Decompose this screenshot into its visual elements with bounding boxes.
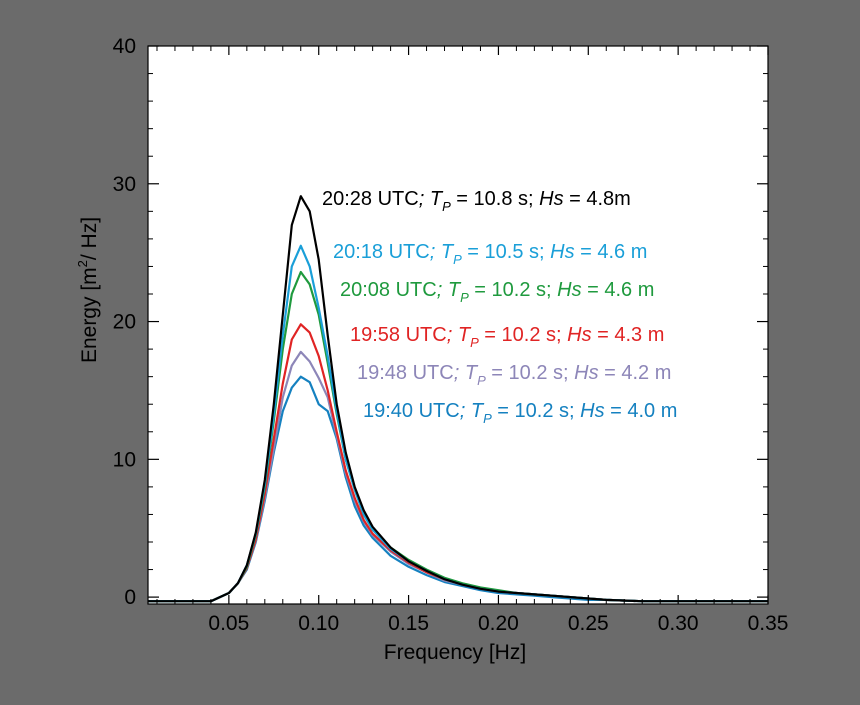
- annotation-tp_sym: T: [448, 279, 462, 301]
- x-tick-label: 0.05: [208, 612, 249, 635]
- annotation-hs_sym: Hs: [550, 241, 574, 263]
- annotation-separator: ;: [419, 188, 430, 210]
- y-tick-label: 0: [124, 586, 136, 609]
- annotation-hs_text: = 4.0 m: [605, 400, 678, 422]
- series-annotation-2: 20:08 UTC; TP = 10.2 s; Hs = 4.6 m: [340, 279, 654, 305]
- annotation-tp_sym: T: [441, 241, 455, 263]
- annotation-separator: ;: [460, 400, 471, 422]
- x-tick-label: 0.30: [658, 612, 699, 635]
- annotation-tp_text: = 10.2 s;: [469, 279, 557, 301]
- annotation-time: 20:18 UTC: [333, 241, 430, 263]
- series-annotation-4: 19:48 UTC; TP = 10.2 s; Hs = 4.2 m: [357, 362, 671, 388]
- x-axis-title: Frequency [Hz]: [384, 641, 526, 664]
- y-axis-title-unit: / Hz]: [78, 217, 101, 260]
- plot-area: [148, 46, 768, 604]
- annotation-tp_sym: T: [430, 188, 444, 210]
- annotation-separator: ;: [430, 241, 441, 263]
- x-tick-label: 0.35: [748, 612, 789, 635]
- series-line-0: [148, 195, 768, 603]
- annotation-tp_text: = 10.2 s;: [486, 362, 574, 384]
- x-tick-label: 0.10: [298, 612, 339, 635]
- series-annotation-0: 20:28 UTC; TP = 10.8 s; Hs = 4.8m: [322, 188, 631, 214]
- x-tick-label: 0.20: [478, 612, 519, 635]
- y-tick-label: 30: [113, 173, 136, 196]
- annotation-tp_text: = 10.5 s;: [462, 241, 550, 263]
- y-axis-title: Energy [m2/ Hz]: [75, 217, 101, 363]
- annotation-hs_sym: Hs: [574, 362, 598, 384]
- annotation-tp_text: = 10.8 s;: [451, 188, 539, 210]
- annotation-tp_sym: T: [458, 324, 472, 346]
- annotation-tp_sub: P: [442, 199, 451, 214]
- axes-layer: 0.05 0.10 0.15 0.20 0.25 0.30 0.35 0 10 20 30 40: [113, 35, 789, 635]
- x-tick-label: 0.15: [388, 612, 429, 635]
- annotation-tp_sub: P: [470, 335, 479, 350]
- annotation-time: 20:28 UTC: [322, 188, 419, 210]
- annotation-hs_sym: Hs: [539, 188, 563, 210]
- series-layer: [148, 195, 768, 603]
- annotation-tp_sym: T: [465, 362, 479, 384]
- annotation-tp_sub: P: [453, 252, 462, 267]
- annotation-hs_text: = 4.6 m: [575, 241, 648, 263]
- y-axis-title-sup: 2: [75, 260, 90, 267]
- annotation-time: 19:48 UTC: [357, 362, 454, 384]
- annotation-hs_sym: Hs: [557, 279, 581, 301]
- annotation-hs_text: = 4.2 m: [599, 362, 672, 384]
- series-annotation-3: 19:58 UTC; TP = 10.2 s; Hs = 4.3 m: [350, 324, 664, 350]
- annotation-tp_sub: P: [477, 373, 486, 388]
- y-tick-label: 40: [113, 35, 136, 58]
- annotation-hs_text: = 4.8m: [564, 188, 631, 210]
- series-annotation-5: 19:40 UTC; TP = 10.2 s; Hs = 4.0 m: [363, 400, 677, 426]
- annotation-separator: ;: [454, 362, 465, 384]
- annotation-tp_sub: P: [460, 290, 469, 305]
- series-annotation-1: 20:18 UTC; TP = 10.5 s; Hs = 4.6 m: [333, 241, 647, 267]
- x-tick-label: 0.25: [568, 612, 609, 635]
- annotation-tp_text: = 10.2 s;: [492, 400, 580, 422]
- annotation-time: 19:40 UTC: [363, 400, 460, 422]
- y-tick-label: 10: [113, 448, 136, 471]
- annotation-hs_text: = 4.3 m: [592, 324, 665, 346]
- annotation-tp_sub: P: [483, 411, 492, 426]
- y-axis-title-main: Energy [m: [78, 267, 101, 363]
- annotation-hs_sym: Hs: [567, 324, 591, 346]
- plot-frame: [147, 45, 769, 605]
- annotation-tp_text: = 10.2 s;: [479, 324, 567, 346]
- annotation-time: 19:58 UTC: [350, 324, 447, 346]
- annotation-time: 20:08 UTC: [340, 279, 437, 301]
- annotation-separator: ;: [437, 279, 448, 301]
- annotation-tp_sym: T: [471, 400, 485, 422]
- y-tick-label: 20: [113, 311, 136, 334]
- annotation-hs_text: = 4.6 m: [582, 279, 655, 301]
- annotation-separator: ;: [447, 324, 458, 346]
- annotation-hs_sym: Hs: [580, 400, 604, 422]
